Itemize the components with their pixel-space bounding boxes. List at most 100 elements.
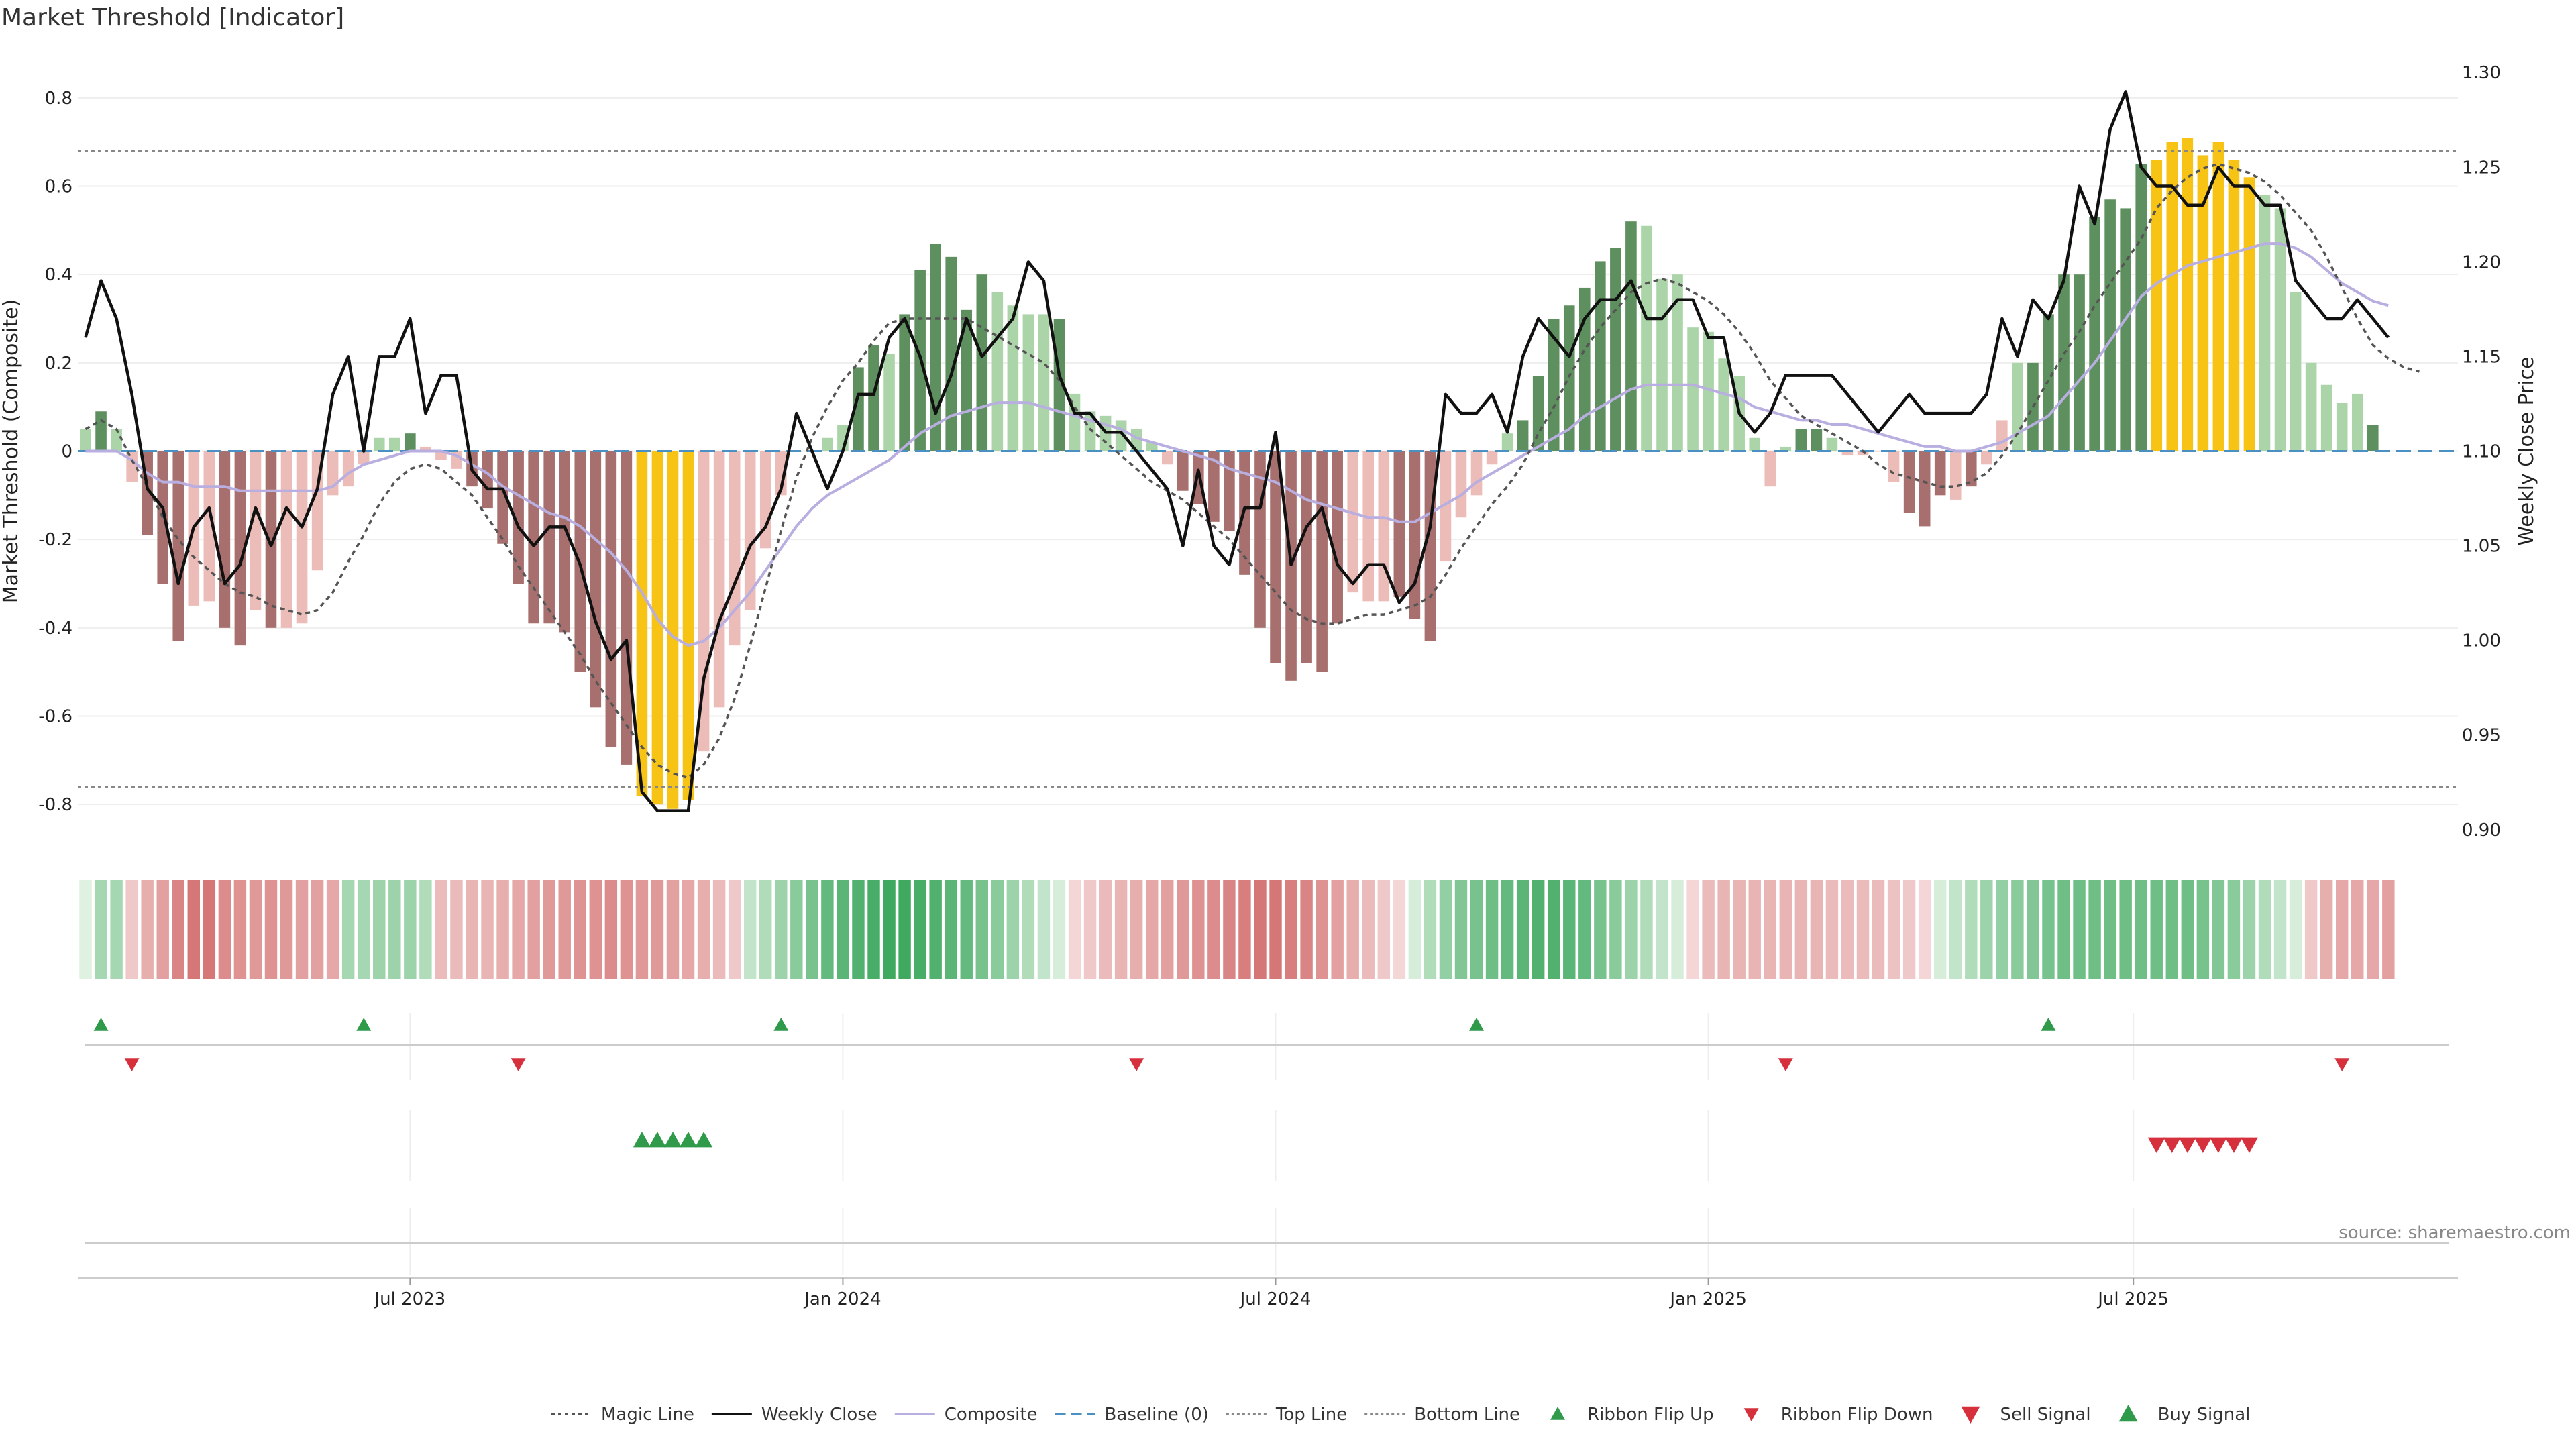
- composite-bar: [373, 437, 385, 451]
- ribbon-cell: [1640, 880, 1653, 979]
- sell-signal-marker: [2163, 1137, 2181, 1153]
- chart-title: Market Threshold [Indicator]: [1, 4, 344, 32]
- ribbon-cell: [512, 880, 525, 979]
- composite-bar: [420, 446, 431, 451]
- ribbon-cell: [1532, 880, 1545, 979]
- composite-bar: [1949, 451, 1962, 500]
- y-left-tick-label: -0.2: [38, 530, 72, 550]
- composite-bar: [1672, 274, 1683, 451]
- ribbon-cell: [2057, 880, 2070, 979]
- ribbon-cell: [419, 880, 432, 979]
- composite-bar: [528, 451, 539, 624]
- ribbon-cell: [975, 880, 988, 979]
- ribbon-cell: [1006, 880, 1020, 979]
- legend-item: Sell Signal: [1961, 1405, 2091, 1425]
- ribbon-cell: [2104, 880, 2116, 979]
- composite-bar: [667, 451, 679, 809]
- y-left-tick-label: 0.4: [45, 265, 72, 285]
- ribbon-cell: [712, 880, 726, 979]
- ribbon-cell: [697, 880, 710, 979]
- composite-bar: [1749, 437, 1761, 451]
- y-right-tick-label: 0.95: [2462, 726, 2501, 746]
- composite-bar: [265, 451, 277, 628]
- legend-label: Ribbon Flip Down: [1781, 1405, 1933, 1425]
- composite-bar: [1965, 451, 1977, 487]
- ribbon-cell: [2243, 880, 2256, 979]
- composite-bar: [651, 451, 663, 805]
- ribbon-cell: [450, 880, 463, 979]
- composite-bar: [172, 451, 184, 641]
- composite-bar: [883, 354, 895, 451]
- composite-bar: [2197, 155, 2209, 451]
- legend-swatch: [1550, 1407, 1566, 1420]
- composite-bar: [559, 451, 571, 633]
- composite-bar: [1563, 305, 1575, 451]
- composite-bar: [822, 437, 833, 451]
- ribbon-cell: [1686, 880, 1699, 979]
- ribbon-cell: [867, 880, 880, 979]
- composite-bar: [1007, 305, 1019, 451]
- ribbon-cell: [1393, 880, 1406, 979]
- ribbon-cell: [1578, 880, 1591, 979]
- ribbon-cell: [1965, 880, 1978, 979]
- y-right-tick-label: 1.25: [2462, 158, 2501, 178]
- composite-bar: [2027, 362, 2039, 451]
- legend: Magic Line Weekly Close Composite Baseline …: [551, 1405, 2250, 1425]
- composite-bar: [1996, 420, 2008, 451]
- composite-bar: [2259, 195, 2271, 451]
- ribbon-cell: [1717, 880, 1730, 979]
- composite-bar: [1161, 451, 1173, 465]
- ribbon-cell: [1037, 880, 1051, 979]
- composite-bar: [1208, 451, 1220, 522]
- ribbon-cell: [1408, 880, 1421, 979]
- composite-bar: [605, 451, 617, 747]
- composite-bar: [1934, 451, 1946, 496]
- ribbon-cell: [404, 880, 417, 979]
- composite-bar: [203, 451, 215, 602]
- composite-bar: [1764, 451, 1776, 487]
- ribbon-cell: [1887, 880, 1900, 979]
- composite-bar: [590, 451, 602, 708]
- ribbon-cell: [604, 880, 618, 979]
- composite-bar: [1378, 451, 1390, 602]
- composite-bar: [482, 451, 493, 509]
- ribbon-cell: [2150, 880, 2163, 979]
- composite-bar: [126, 451, 138, 482]
- legend-item: Magic Line: [551, 1405, 694, 1425]
- x-tick-label: Jul 2025: [2096, 1289, 2169, 1309]
- composite-bar: [2243, 177, 2255, 451]
- composite-bar: [358, 451, 370, 465]
- composite-bar: [2367, 425, 2379, 451]
- ribbon-cell: [2320, 880, 2333, 979]
- ribbon-cell: [682, 880, 695, 979]
- composite-bar: [1841, 451, 1854, 456]
- ribbon-cell: [1223, 880, 1236, 979]
- ribbon-cell: [852, 880, 865, 979]
- legend-swatch: [1961, 1406, 1980, 1424]
- y-left-tick-label: -0.6: [38, 707, 72, 727]
- ribbon-cell: [1285, 880, 1297, 979]
- ribbon-cell: [1949, 880, 1962, 979]
- y-left-tick-label: -0.4: [38, 619, 72, 639]
- ribbon-cell: [1130, 880, 1143, 979]
- x-tick-label: Jul 2024: [1239, 1289, 1311, 1309]
- composite-bar: [296, 451, 308, 624]
- ribbon-cell: [945, 880, 957, 979]
- ribbon-cell: [358, 880, 370, 979]
- ribbon-cell: [1748, 880, 1761, 979]
- ribbon-cell: [1671, 880, 1684, 979]
- sell-signal-marker: [2194, 1137, 2212, 1153]
- composite-bar: [930, 244, 941, 451]
- composite-bar: [621, 451, 633, 765]
- ribbon-cell: [2011, 880, 2024, 979]
- y-right-tick-label: 1.00: [2462, 631, 2501, 651]
- ribbon-cell: [775, 880, 788, 979]
- composite-bar: [729, 451, 741, 646]
- ribbon-cell: [1764, 880, 1776, 979]
- ribbon-flip-down-marker: [1778, 1058, 1793, 1071]
- ribbon-cell: [2273, 880, 2287, 979]
- ribbon-cell: [1548, 880, 1560, 979]
- composite-bar: [1501, 433, 1513, 451]
- ribbon-cell: [1918, 880, 1931, 979]
- ribbon-cell: [2289, 880, 2302, 979]
